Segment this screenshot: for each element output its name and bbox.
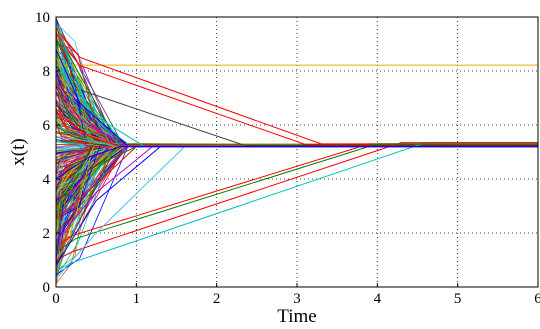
y-tick-label: 8 bbox=[43, 64, 51, 80]
trajectory-line-1 bbox=[55, 16, 538, 66]
x-axis-title: Time bbox=[277, 306, 316, 327]
y-tick-label: 2 bbox=[43, 226, 51, 242]
y-axis-title: x(t) bbox=[8, 138, 29, 165]
y-tick-label: 0 bbox=[43, 280, 51, 296]
y-tick-label: 4 bbox=[43, 172, 51, 188]
x-tick-label: 5 bbox=[454, 291, 462, 307]
x-tick-label: 2 bbox=[213, 291, 221, 307]
trajectory-line-20 bbox=[55, 146, 538, 180]
x-tick-label: 4 bbox=[374, 291, 382, 307]
x-tick-label: 3 bbox=[293, 291, 301, 307]
trajectory-line-10 bbox=[55, 143, 538, 253]
y-tick-label: 6 bbox=[43, 118, 51, 134]
series-layer bbox=[55, 16, 539, 286]
trajectory-line-8 bbox=[55, 142, 538, 261]
y-tick-label: 10 bbox=[35, 10, 50, 26]
x-tick-label: 0 bbox=[52, 291, 60, 307]
x-tick-label: 6 bbox=[534, 291, 540, 307]
axis-ticks: 0 1 2 3 4 5 6 0 2 4 6 8 10 bbox=[35, 10, 540, 307]
x-tick-label: 1 bbox=[133, 291, 141, 307]
grid-lines bbox=[56, 17, 538, 287]
